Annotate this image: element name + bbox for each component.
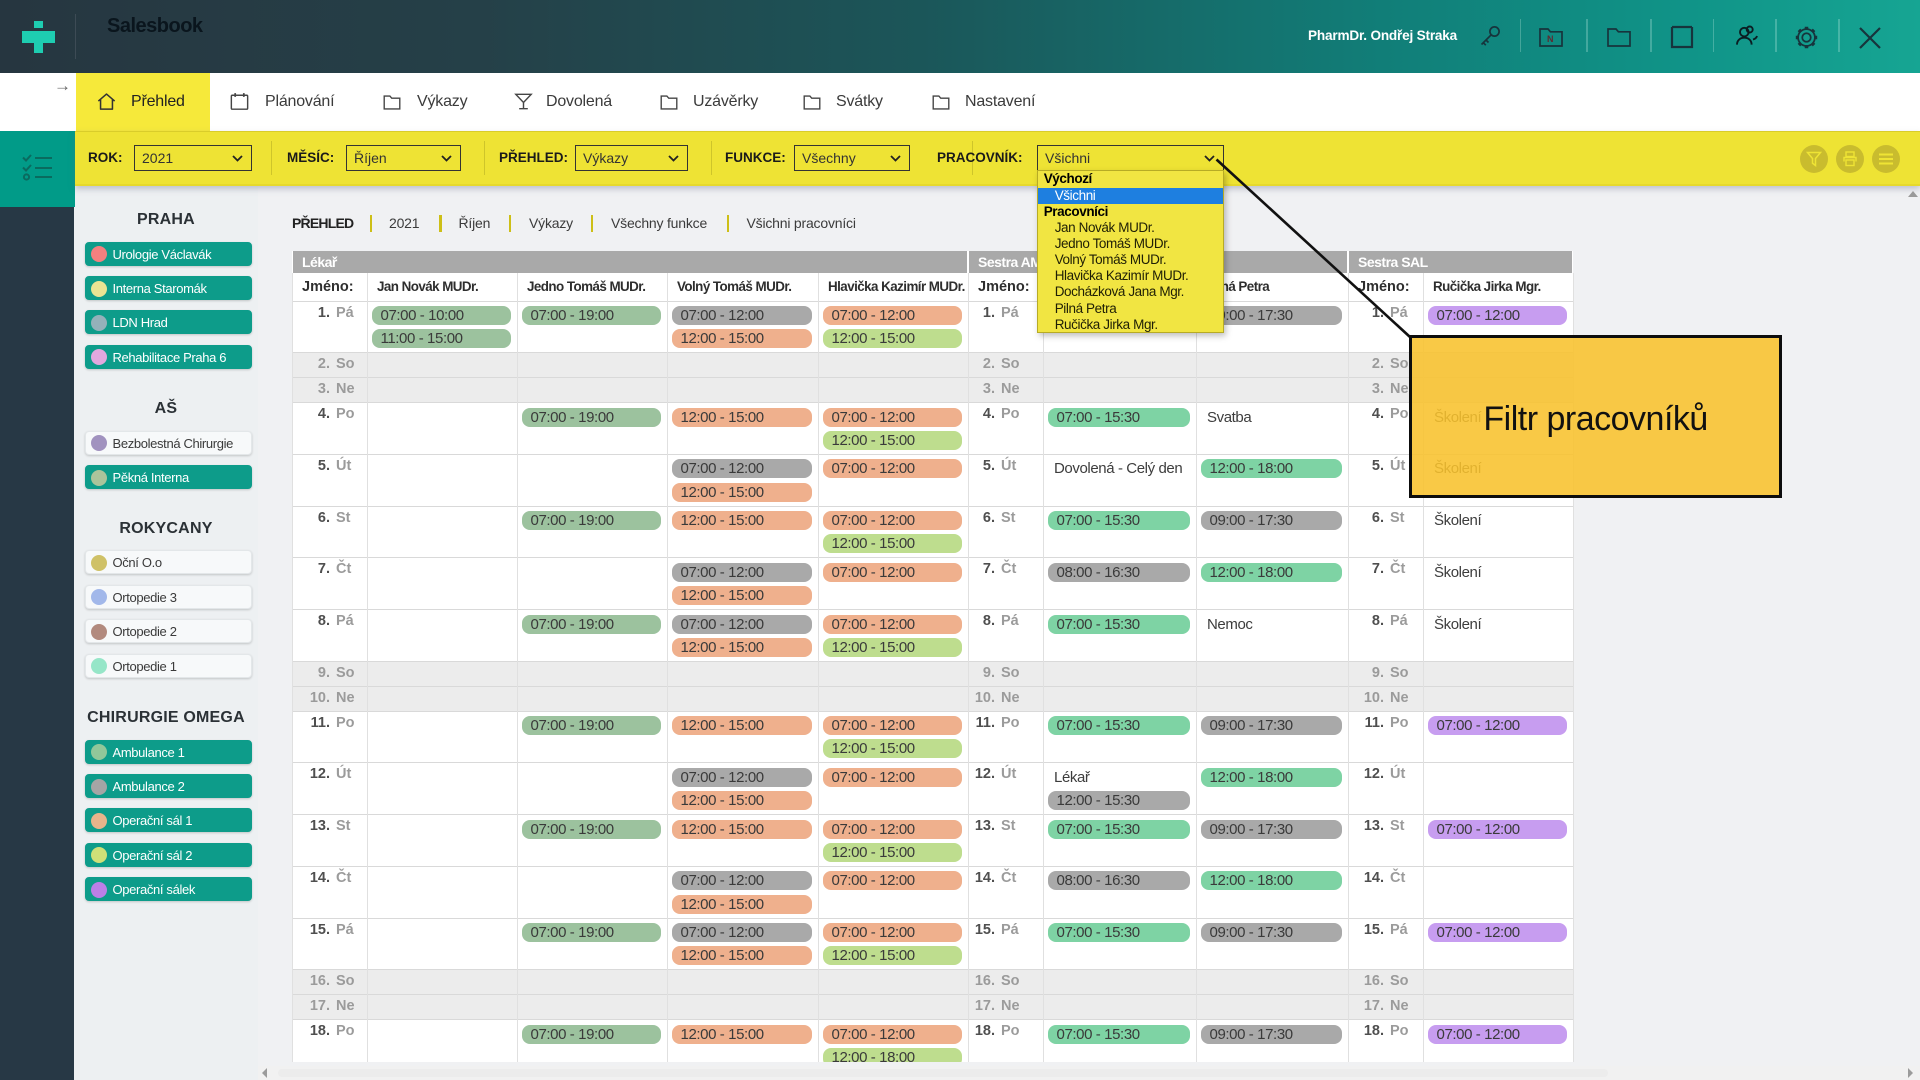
svg-text:N: N bbox=[1547, 34, 1554, 44]
